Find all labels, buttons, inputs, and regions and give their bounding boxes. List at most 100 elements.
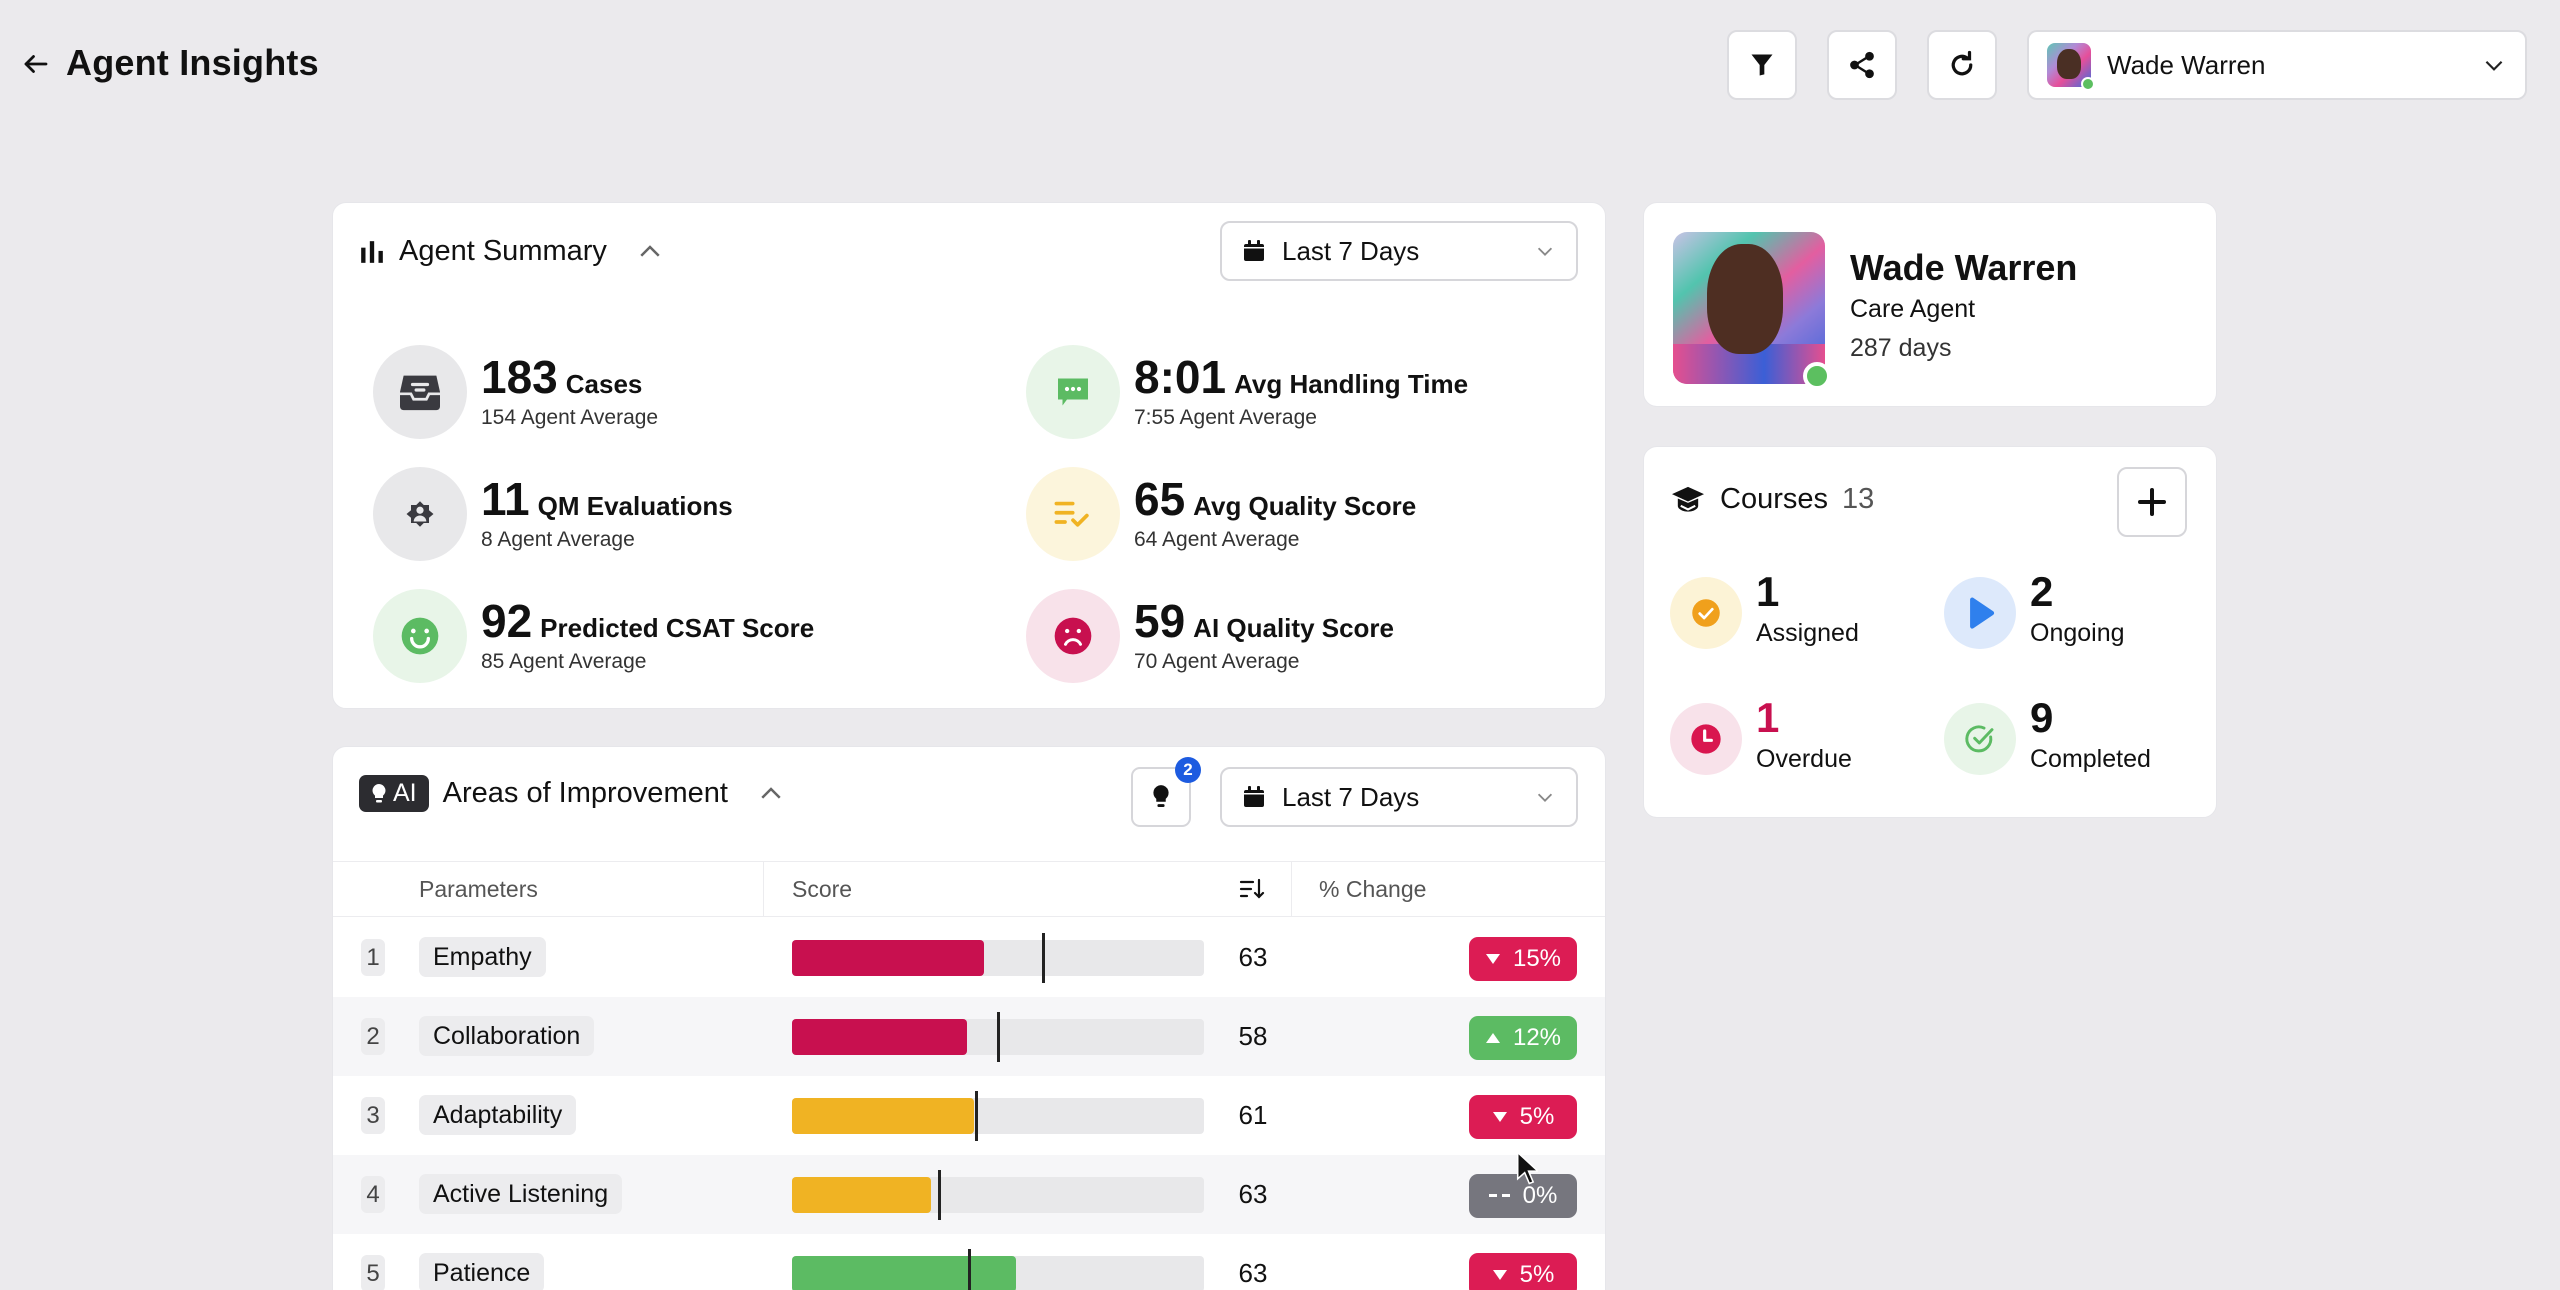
- back-button[interactable]: [16, 44, 56, 84]
- online-status-dot: [1803, 362, 1831, 390]
- user-select[interactable]: Wade Warren: [2027, 30, 2527, 100]
- agent-average-marker: [967, 1249, 971, 1290]
- metric-qm-evaluations: 11 QM Evaluations 8 Agent Average: [373, 467, 733, 561]
- change-value: 15%: [1512, 945, 1562, 972]
- refresh-button[interactable]: [1927, 30, 1997, 100]
- course-value: 1: [1756, 568, 1780, 615]
- metric-average: 7:55 Agent Average: [1134, 406, 1317, 429]
- score-value: 61: [1238, 1100, 1268, 1130]
- triangle-down-icon: [1492, 1111, 1508, 1123]
- agent-average-marker: [997, 1012, 1001, 1062]
- metric-average: 85 Agent Average: [481, 650, 647, 673]
- bar-chart-icon: [361, 240, 383, 263]
- filter-icon: [1751, 54, 1773, 76]
- chat-icon-wrap: [1026, 345, 1120, 439]
- table-row[interactable]: 4 Active Listening 63 0%: [333, 1155, 1605, 1234]
- metric-predicted-csat: 92 Predicted CSAT Score 85 Agent Average: [373, 589, 814, 683]
- check-circle-icon: [1692, 599, 1720, 627]
- chevron-down-icon: [1537, 247, 1553, 256]
- parameter-tag[interactable]: Collaboration: [419, 1016, 595, 1056]
- metric-average: 8 Agent Average: [481, 528, 635, 551]
- metric-label: Avg Quality Score: [1193, 491, 1417, 521]
- parameter-tag[interactable]: Patience: [419, 1253, 545, 1290]
- metric-value: 183: [481, 351, 558, 403]
- mouse-cursor-icon: [1516, 1151, 1538, 1185]
- table-row[interactable]: 2 Collaboration 58 12%: [333, 997, 1605, 1076]
- score-bar: [792, 1170, 1204, 1220]
- metric-value: 59: [1134, 595, 1186, 647]
- smile-icon-wrap: [373, 589, 467, 683]
- dash-icon: [1488, 1193, 1511, 1199]
- table-row[interactable]: 1 Empathy 63 15%: [333, 918, 1605, 997]
- score-value: 58: [1238, 1021, 1268, 1051]
- graduation-cap-icon: [1672, 486, 1704, 512]
- collapse-summary-button[interactable]: [635, 237, 665, 267]
- score-value: 63: [1238, 1179, 1268, 1209]
- agent-average-marker: [974, 1091, 978, 1141]
- parameter-tag[interactable]: Active Listening: [419, 1174, 623, 1214]
- insights-button[interactable]: 2: [1131, 757, 1201, 827]
- metric-value: 8:01: [1134, 351, 1227, 403]
- score-bar-fill: [792, 1019, 968, 1055]
- score-bar: [792, 1091, 1204, 1141]
- lightbulb-icon: [1153, 785, 1169, 808]
- summary-date-range-select[interactable]: Last 7 Days: [1220, 221, 1578, 281]
- agent-summary-card: Agent Summary Last 7 Days 183 Cases 154 A…: [332, 202, 1606, 709]
- agent-role: Care Agent: [1850, 295, 1976, 323]
- course-value: 9: [2030, 694, 2054, 741]
- course-label: Ongoing: [2030, 619, 2125, 647]
- change-badge: 12%: [1469, 1016, 1577, 1060]
- chevron-up-icon: [761, 786, 781, 799]
- arrow-left-icon: [24, 55, 48, 73]
- row-rank: 2: [361, 1018, 385, 1055]
- course-stat-completed[interactable]: 9 Completed: [1944, 697, 2151, 775]
- metric-average: 70 Agent Average: [1134, 650, 1300, 673]
- share-button[interactable]: [1827, 30, 1897, 100]
- chat-icon: [1058, 378, 1088, 406]
- course-stat-assigned[interactable]: 1 Assigned: [1670, 571, 1859, 649]
- table-row[interactable]: 5 Patience 63 5%: [333, 1234, 1605, 1290]
- score-bar: [792, 1012, 1204, 1062]
- metric-label: Cases: [565, 369, 643, 399]
- smile-icon: [401, 617, 439, 655]
- agent-summary-title: Agent Summary: [399, 235, 607, 267]
- parameter-tag[interactable]: Adaptability: [419, 1095, 577, 1135]
- collapse-improvement-button[interactable]: [756, 779, 786, 809]
- row-rank: 1: [361, 939, 385, 976]
- column-header-parameters: Parameters: [419, 875, 538, 902]
- row-rank: 4: [361, 1176, 385, 1213]
- areas-of-improvement-card: AI Areas of Improvement 2 Last 7 Days Pa…: [332, 746, 1606, 1290]
- clock-icon: [1691, 724, 1721, 754]
- course-value: 2: [2030, 568, 2054, 615]
- page-title: Agent Insights: [66, 42, 319, 83]
- table-row[interactable]: 3 Adaptability 61 5%: [333, 1076, 1605, 1155]
- user-avatar: [2047, 43, 2095, 91]
- agent-profile-card: Wade Warren Care Agent 287 days: [1643, 202, 2217, 407]
- calendar-icon: [1244, 786, 1264, 807]
- course-stat-overdue[interactable]: 1 Overdue: [1670, 697, 1852, 775]
- metric-label: Avg Handling Time: [1234, 369, 1469, 399]
- change-badge: 5%: [1469, 1095, 1577, 1139]
- parameter-tag[interactable]: Empathy: [419, 937, 546, 977]
- add-course-button[interactable]: [2117, 467, 2187, 537]
- agent-profile-photo: [1673, 232, 1831, 390]
- agent-average-marker: [937, 1170, 941, 1220]
- improvement-date-range-select[interactable]: Last 7 Days: [1220, 767, 1578, 827]
- course-stat-ongoing[interactable]: 2 Ongoing: [1944, 571, 2125, 649]
- metric-value: 11: [481, 473, 530, 525]
- metric-value: 92: [481, 595, 533, 647]
- course-label: Completed: [2030, 745, 2151, 773]
- filter-button[interactable]: [1727, 30, 1797, 100]
- check-outline-icon: [1965, 725, 1994, 753]
- agent-name: Wade Warren: [1850, 247, 2078, 288]
- score-bar-fill: [792, 1098, 975, 1134]
- sort-button[interactable]: [1239, 862, 1265, 916]
- score-bar-fill: [792, 940, 984, 976]
- row-rank: 3: [361, 1097, 385, 1134]
- change-badge: 5%: [1469, 1253, 1577, 1290]
- score-bar-fill: [792, 1177, 931, 1213]
- change-value: 5%: [1519, 1261, 1555, 1288]
- improvement-date-range-label: Last 7 Days: [1282, 781, 1420, 812]
- sort-descending-icon: [1239, 878, 1265, 899]
- chevron-down-icon: [2485, 60, 2503, 71]
